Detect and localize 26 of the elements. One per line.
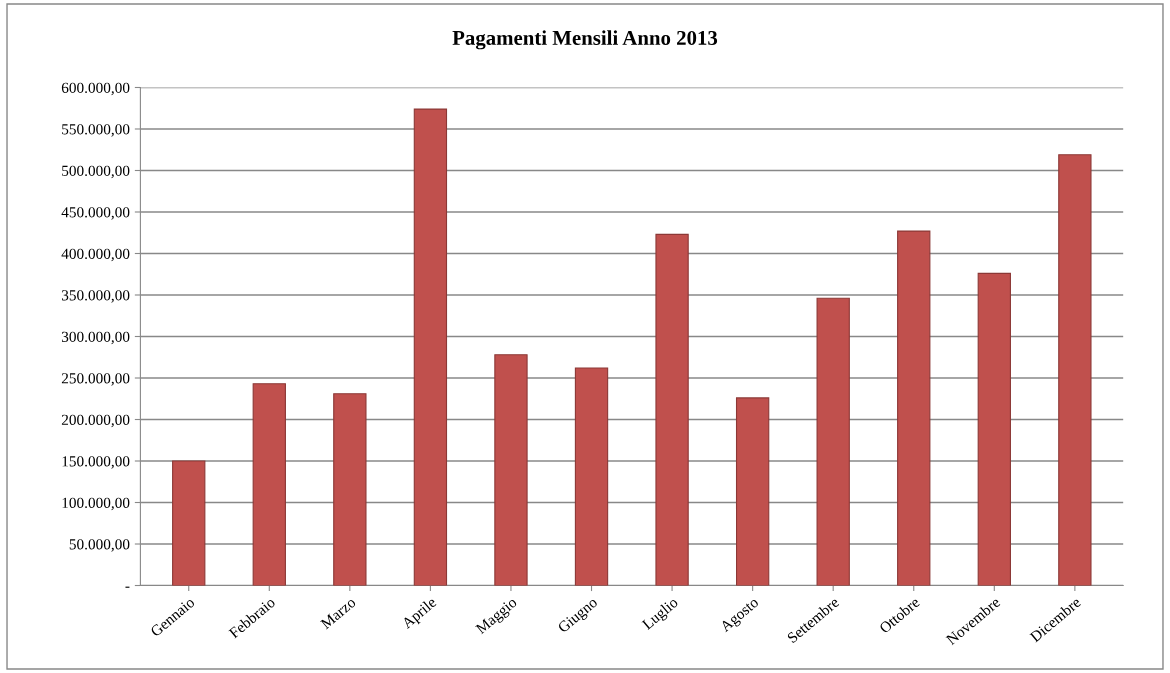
bar (816, 297, 850, 586)
y-tick-label: - (125, 586, 130, 588)
bar (977, 272, 1011, 586)
chart-title: Pagamenti Mensili Anno 2013 (452, 30, 718, 50)
y-tick-label: 550.000,00 (62, 124, 130, 137)
bar (735, 397, 770, 586)
y-tick-label: 450.000,00 (61, 207, 130, 220)
bar (1058, 154, 1092, 586)
y-tick-label: 500.000,00 (62, 165, 130, 179)
y-tick-label: 350.000,00 (61, 290, 130, 303)
y-tick-label: 150.000,00 (62, 456, 130, 469)
bar (494, 354, 528, 586)
y-tick-label: 50.000,00 (69, 539, 130, 552)
y-tick-label: 200.000,00 (61, 414, 130, 428)
bar (413, 108, 448, 586)
y-tick-label: 300.000,00 (61, 331, 130, 345)
bar (252, 383, 286, 586)
bar (574, 367, 609, 586)
bar (172, 460, 206, 586)
y-tick-label: 100.000,00 (62, 497, 130, 511)
bar (655, 233, 689, 586)
y-tick-label: 400.000,00 (61, 248, 130, 262)
y-tick-label: 600.000,00 (61, 82, 130, 96)
bar (333, 393, 367, 586)
bar (897, 230, 931, 586)
y-tick-label: 250.000,00 (61, 373, 130, 386)
